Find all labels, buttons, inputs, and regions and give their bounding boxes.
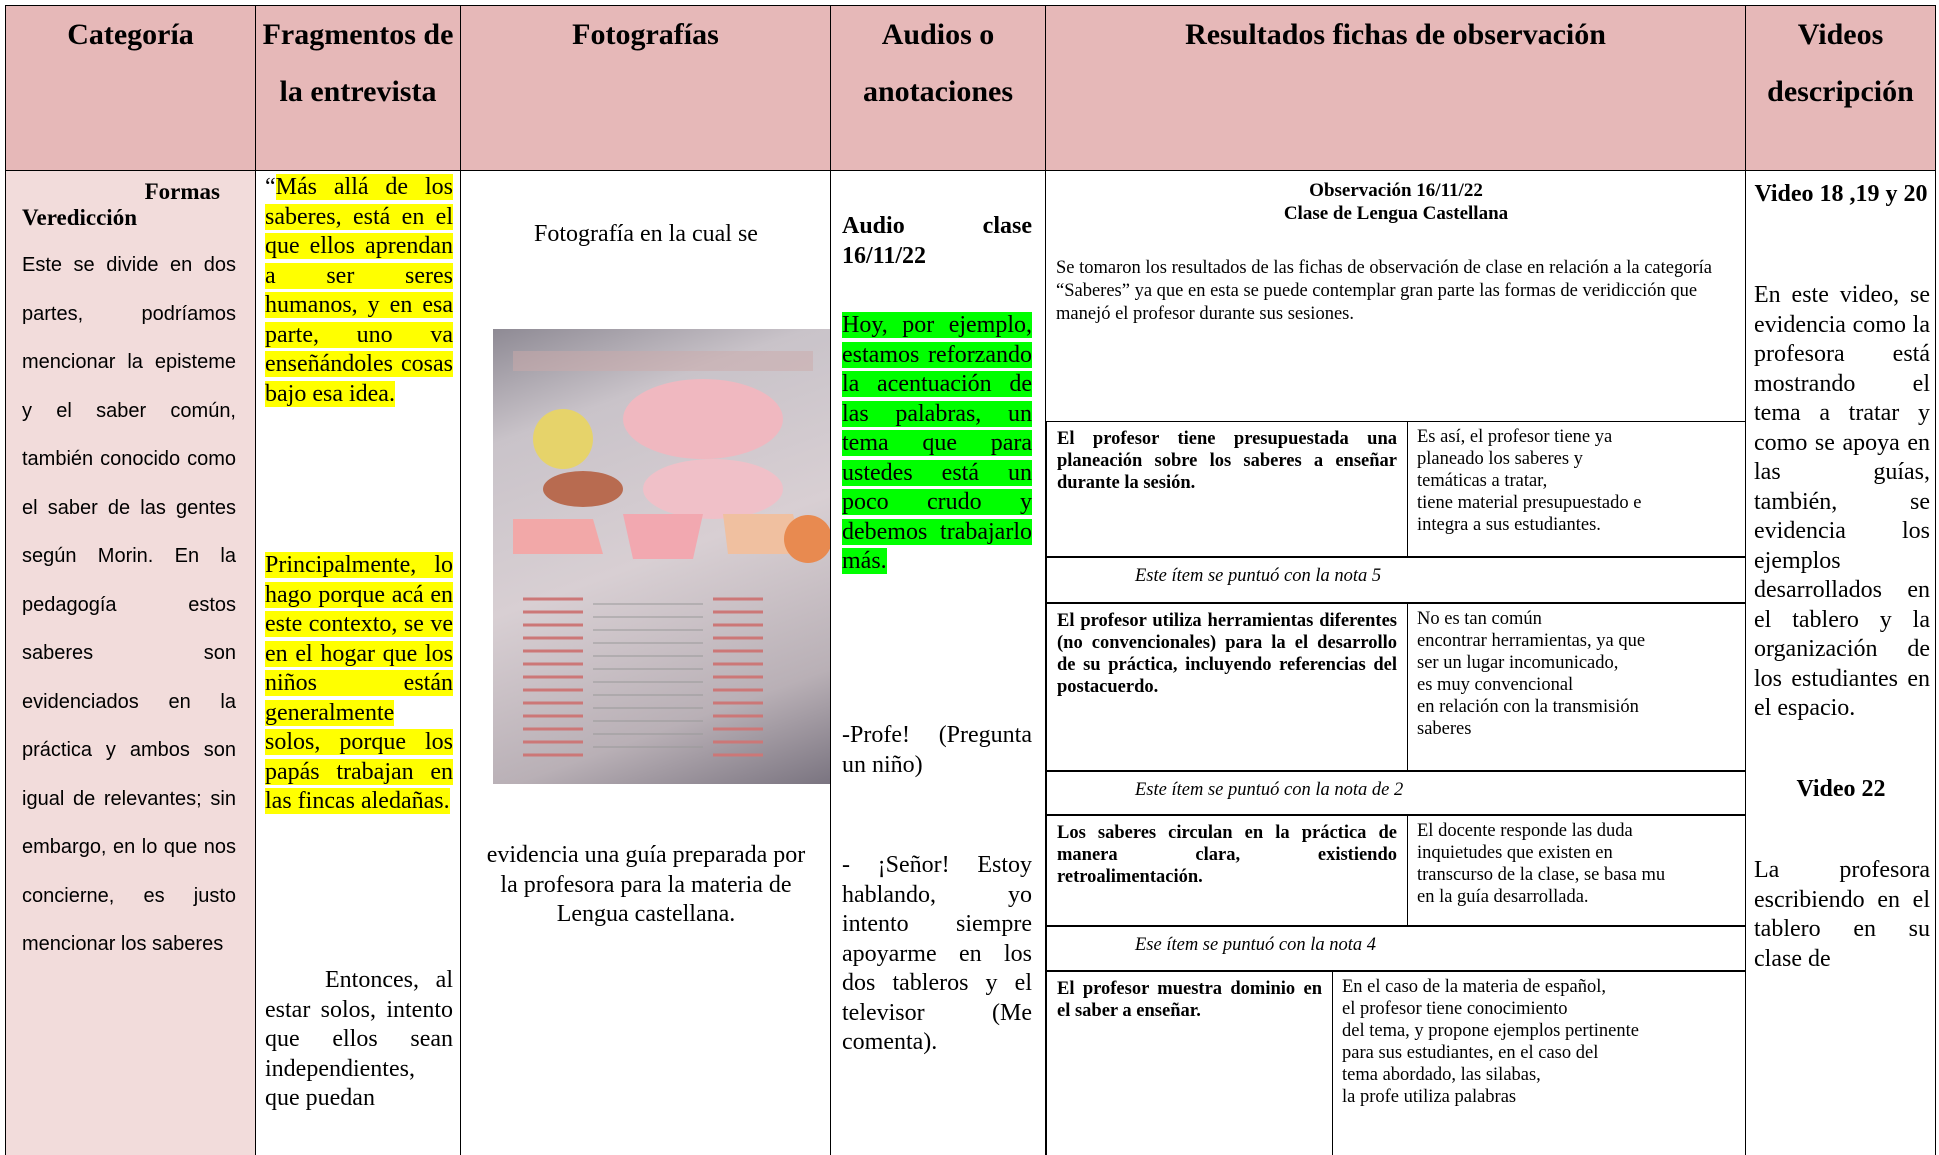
fragment-3: Entonces, al estar solos, intento que el… bbox=[265, 967, 453, 1111]
results-intro: Se tomaron los resultados de las fichas … bbox=[1056, 258, 1712, 324]
description: Es así, el profesor tiene ya planeado los… bbox=[1417, 426, 1737, 536]
description-line: tiene material presupuestado e bbox=[1417, 493, 1642, 513]
photo bbox=[493, 329, 830, 784]
criterion-row: Los saberes circulan en la práctica de m… bbox=[1046, 815, 1745, 926]
score: Este ítem se puntuó con la nota 5 bbox=[1135, 566, 1382, 586]
fragment-1: “Más allá de los saberes, está en el que… bbox=[265, 173, 453, 409]
description-line: Es así, el profesor tiene ya bbox=[1417, 427, 1613, 447]
body-cell: Video 18 ,19 y 20 En este video, se evide… bbox=[1745, 170, 1936, 1155]
fragment-highlight: Principalmente, lo hago porque acá en es… bbox=[265, 552, 453, 814]
score-row: Este ítem se puntuó con la nota de 2 bbox=[1046, 771, 1745, 815]
description-line: No es tan común bbox=[1417, 609, 1542, 629]
description-line: del tema, y propone ejemplos pertinente bbox=[1342, 1021, 1639, 1041]
description-line: planeado los saberes y bbox=[1417, 449, 1583, 469]
category-title-2: Veredicción bbox=[22, 205, 137, 230]
criterion: El profesor utiliza herramientas diferen… bbox=[1057, 611, 1397, 697]
audio-highlight: Hoy, por ejemplo, estamos reforzando la … bbox=[842, 312, 1032, 574]
results-subtitle: Clase de Lengua Castellana bbox=[1283, 203, 1509, 224]
header-cell: Categoría bbox=[5, 5, 256, 171]
fragment-highlight: Más allá de los saberes, está en el que … bbox=[265, 174, 453, 407]
description-line: saberes bbox=[1417, 719, 1472, 739]
video-title: Video 22 bbox=[1796, 776, 1886, 802]
description-line: la profe utiliza palabras bbox=[1342, 1087, 1517, 1107]
score: Este ítem se puntuó con la nota de 2 bbox=[1135, 780, 1404, 800]
header-cell: Resultados fichas de observación bbox=[1045, 5, 1746, 171]
body-cell: Audio clase 16/11/22 Hoy, por ejemplo, es… bbox=[830, 170, 1046, 1155]
category-title: Formas Veredicción bbox=[22, 179, 242, 231]
description-line: El docente responde las duda bbox=[1417, 821, 1633, 841]
body-cell: Observación 16/11/22 Clase de Lengua Cast… bbox=[1045, 170, 1746, 1155]
video-title: Video 18 ,19 y 20 bbox=[1754, 181, 1928, 207]
photo-content bbox=[513, 351, 830, 757]
criterion: Los saberes circulan en la práctica de m… bbox=[1057, 823, 1397, 887]
description-line: tema abordado, las silabas, bbox=[1342, 1065, 1541, 1085]
description-line: es muy convencional bbox=[1417, 675, 1574, 695]
criterion-row: El profesor muestra dominio en el saber … bbox=[1046, 971, 1745, 1155]
description: No es tan común encontrar herramientas, y… bbox=[1417, 608, 1737, 740]
divider bbox=[1407, 422, 1408, 556]
divider bbox=[1407, 604, 1408, 770]
header-cell: Videos descripción bbox=[1745, 5, 1936, 171]
video-text: La profesora escribiendo en el tablero e… bbox=[1754, 857, 1930, 972]
criterion-row: El profesor tiene presupuestada una plan… bbox=[1046, 421, 1745, 557]
audio-text: Hoy, por ejemplo, estamos reforzando la … bbox=[842, 311, 1032, 577]
header-cell: Fotografías bbox=[460, 5, 831, 171]
description-line: inquietudes que existen en bbox=[1417, 843, 1613, 863]
description-line: en la guía desarrollada. bbox=[1417, 887, 1589, 907]
body-cell: Formas Veredicción Este se divide en dos p… bbox=[5, 170, 256, 1155]
body-cell: Fotografía en la cual se evidencia una gu… bbox=[460, 170, 831, 1155]
fragment-2: Principalmente, lo hago porque acá en es… bbox=[265, 551, 453, 817]
divider bbox=[1407, 816, 1408, 925]
description: El docente responde las duda inquietudes … bbox=[1417, 820, 1737, 908]
body-cell: “Más allá de los saberes, está en el que… bbox=[255, 170, 461, 1155]
photo-caption: Fotografía en la cual se bbox=[534, 221, 758, 247]
audio-note: -Profe! (Pregunta un niño) bbox=[842, 722, 1032, 778]
description-line: transcurso de la clase, se basa mu bbox=[1417, 865, 1666, 885]
audio-title: Audio clase 16/11/22 bbox=[842, 213, 1032, 269]
description-line: En el caso de la materia de español, bbox=[1342, 977, 1607, 997]
score: Ese ítem se puntuó con la nota 4 bbox=[1135, 935, 1376, 955]
category-title-1: Formas bbox=[144, 179, 220, 204]
header-cell: Fragmentos de la entrevista bbox=[255, 5, 461, 171]
header-cell: Audios o anotaciones bbox=[830, 5, 1046, 171]
description-line: para sus estudiantes, en el caso del bbox=[1342, 1043, 1599, 1063]
video-text: En este video, se evidencia como la prof… bbox=[1754, 282, 1930, 721]
description-line: integra a sus estudiantes. bbox=[1417, 515, 1601, 535]
description: En el caso de la materia de español, el p… bbox=[1342, 976, 1737, 1108]
description-line: encontrar herramientas, ya que bbox=[1417, 631, 1646, 651]
description-line: ser un lugar incomunicado, bbox=[1417, 653, 1619, 673]
criterion-row: El profesor utiliza herramientas diferen… bbox=[1046, 603, 1745, 771]
criterion: El profesor muestra dominio en el saber … bbox=[1057, 979, 1322, 1021]
description-line: en relación con la transmisión bbox=[1417, 697, 1639, 717]
score-row: Este ítem se puntuó con la nota 5 bbox=[1046, 557, 1745, 603]
photo-caption: evidencia una guía preparada por la prof… bbox=[486, 842, 806, 927]
score-row: Ese ítem se puntuó con la nota 4 bbox=[1046, 926, 1745, 971]
divider bbox=[1332, 972, 1333, 1155]
category-text: Este se divide en dos partes, podríamos … bbox=[22, 254, 236, 955]
audio-note: - ¡Señor! Estoy hablando, yo intento sie… bbox=[842, 852, 1032, 1055]
criterion: El profesor tiene presupuestada una plan… bbox=[1057, 429, 1397, 493]
description-line: el profesor tiene conocimiento bbox=[1342, 999, 1568, 1019]
results-title: Observación 16/11/22 bbox=[1309, 180, 1483, 201]
quote-mark: “ bbox=[265, 174, 276, 200]
description-line: temáticas a tratar, bbox=[1417, 471, 1548, 491]
